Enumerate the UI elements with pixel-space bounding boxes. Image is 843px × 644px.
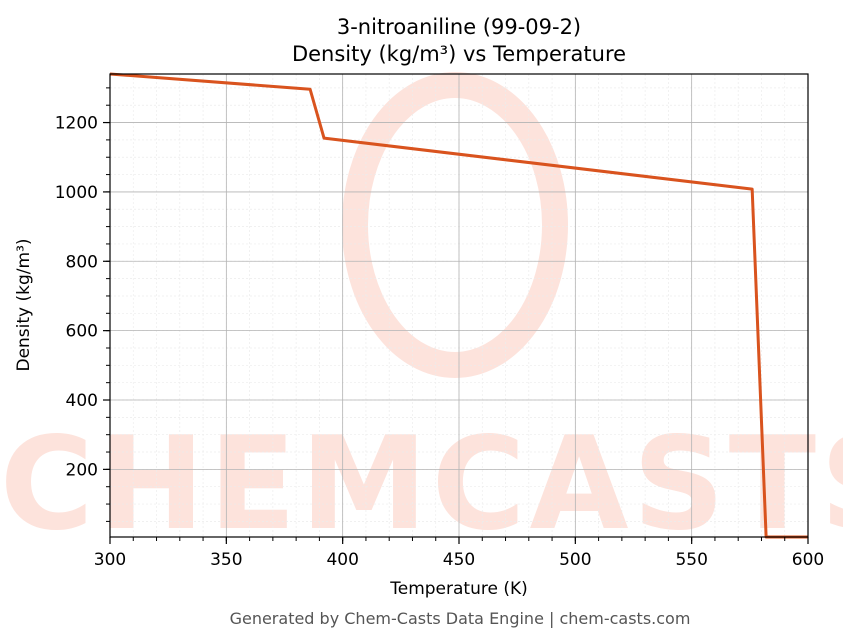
- x-tick-label: 350: [210, 550, 242, 570]
- y-tick-label: 200: [66, 460, 98, 480]
- x-axis-label: Temperature (K): [389, 579, 528, 599]
- major-grid: [110, 74, 808, 537]
- x-tick-label: 550: [675, 550, 707, 570]
- footer-credit: Generated by Chem-Casts Data Engine | ch…: [230, 609, 691, 628]
- y-tick-label: 400: [66, 391, 98, 411]
- x-tick-label: 500: [559, 550, 591, 570]
- chart-title-line2: Density (kg/m³) vs Temperature: [292, 42, 626, 66]
- y-tick-label: 1000: [55, 183, 98, 203]
- x-tick-label: 600: [792, 550, 824, 570]
- x-tick-label: 300: [94, 550, 126, 570]
- y-tick-label: 600: [66, 322, 98, 342]
- x-tick-label: 450: [443, 550, 475, 570]
- watermark-swirl-icon: [342, 72, 568, 378]
- chart-title-line1: 3-nitroaniline (99-09-2): [337, 15, 581, 39]
- y-axis-label: Density (kg/m³): [14, 238, 34, 371]
- x-tick-label: 400: [326, 550, 358, 570]
- watermark: CHEMCASTS: [0, 72, 843, 559]
- y-tick-label: 800: [66, 252, 98, 272]
- y-tick-label: 1200: [55, 114, 98, 134]
- y-axis-ticks: 200 400 600 800 1000 1200: [55, 87, 110, 522]
- x-axis-ticks: 300 350 400 450 500 550 600: [94, 537, 824, 570]
